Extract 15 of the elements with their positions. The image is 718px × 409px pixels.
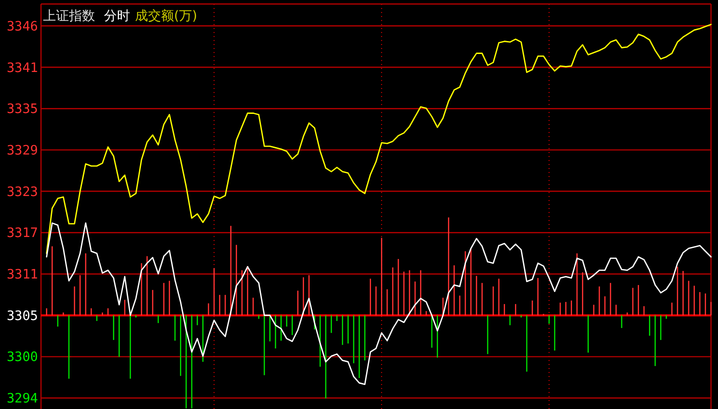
y-tick-label: 3305 (6, 308, 38, 324)
y-tick-label: 3323 (6, 184, 38, 200)
y-tick-label: 3294 (6, 392, 38, 407)
y-tick-label: 3329 (6, 143, 38, 158)
line-series (46, 24, 712, 254)
y-tick-label: 3317 (6, 226, 38, 242)
line-series (46, 222, 712, 385)
y-tick-label: 3341 (6, 60, 38, 76)
chart-subtitle: 分时 (104, 9, 130, 24)
y-tick-label: 3300 (6, 350, 38, 366)
chart-title: 上证指数 (43, 9, 95, 24)
y-tick-label: 3335 (6, 102, 38, 118)
y-tick-label: 3311 (6, 267, 38, 282)
annotation: 成交额(万) (135, 8, 198, 24)
y-tick-label: 3346 (6, 19, 38, 34)
